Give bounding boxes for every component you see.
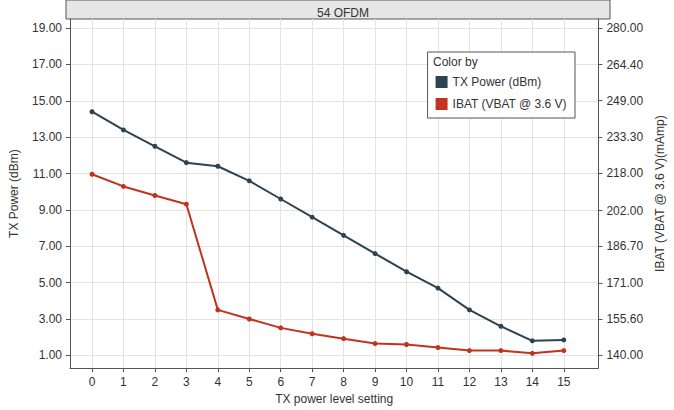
svg-text:15: 15: [557, 375, 571, 389]
svg-text:Color by: Color by: [433, 55, 478, 69]
svg-text:7: 7: [309, 375, 316, 389]
svg-text:233.30: 233.30: [606, 130, 643, 144]
svg-text:155.60: 155.60: [606, 312, 643, 326]
svg-text:14: 14: [526, 375, 540, 389]
svg-text:TX Power (dBm): TX Power (dBm): [7, 149, 21, 238]
svg-text:5: 5: [246, 375, 253, 389]
svg-text:140.00: 140.00: [606, 348, 643, 362]
svg-text:13.00: 13.00: [32, 130, 62, 144]
svg-text:0: 0: [89, 375, 96, 389]
svg-text:6: 6: [277, 375, 284, 389]
svg-text:13: 13: [494, 375, 508, 389]
svg-text:7.00: 7.00: [39, 239, 63, 253]
svg-text:218.00: 218.00: [606, 166, 643, 180]
svg-text:IBAT (VBAT @ 3.6 V): IBAT (VBAT @ 3.6 V): [453, 97, 567, 111]
svg-text:9: 9: [372, 375, 379, 389]
svg-text:3.00: 3.00: [39, 312, 63, 326]
svg-text:19.00: 19.00: [32, 21, 62, 35]
svg-text:TX power level setting: TX power level setting: [275, 392, 393, 406]
svg-text:1: 1: [120, 375, 127, 389]
svg-text:IBAT (VBAT @ 3.6 V)(mAmp): IBAT (VBAT @ 3.6 V)(mAmp): [653, 115, 667, 272]
svg-text:12: 12: [463, 375, 477, 389]
svg-text:3: 3: [183, 375, 190, 389]
svg-text:2: 2: [152, 375, 159, 389]
svg-text:11.00: 11.00: [33, 167, 62, 181]
svg-text:11: 11: [432, 375, 445, 389]
svg-text:264.40: 264.40: [606, 58, 643, 72]
svg-text:1.00: 1.00: [39, 348, 63, 362]
svg-text:8: 8: [340, 375, 347, 389]
svg-text:186.70: 186.70: [606, 239, 643, 253]
svg-text:15.00: 15.00: [32, 94, 62, 108]
svg-text:249.00: 249.00: [606, 94, 643, 108]
svg-text:280.00: 280.00: [606, 21, 643, 35]
svg-text:9.00: 9.00: [39, 203, 63, 217]
svg-text:54 OFDM: 54 OFDM: [317, 6, 369, 20]
svg-text:4: 4: [214, 375, 221, 389]
svg-text:202.00: 202.00: [606, 204, 643, 218]
svg-text:5.00: 5.00: [39, 276, 63, 290]
svg-text:171.00: 171.00: [606, 276, 643, 290]
svg-text:10: 10: [400, 375, 414, 389]
svg-text:TX Power (dBm): TX Power (dBm): [453, 75, 542, 89]
svg-text:17.00: 17.00: [32, 57, 62, 71]
